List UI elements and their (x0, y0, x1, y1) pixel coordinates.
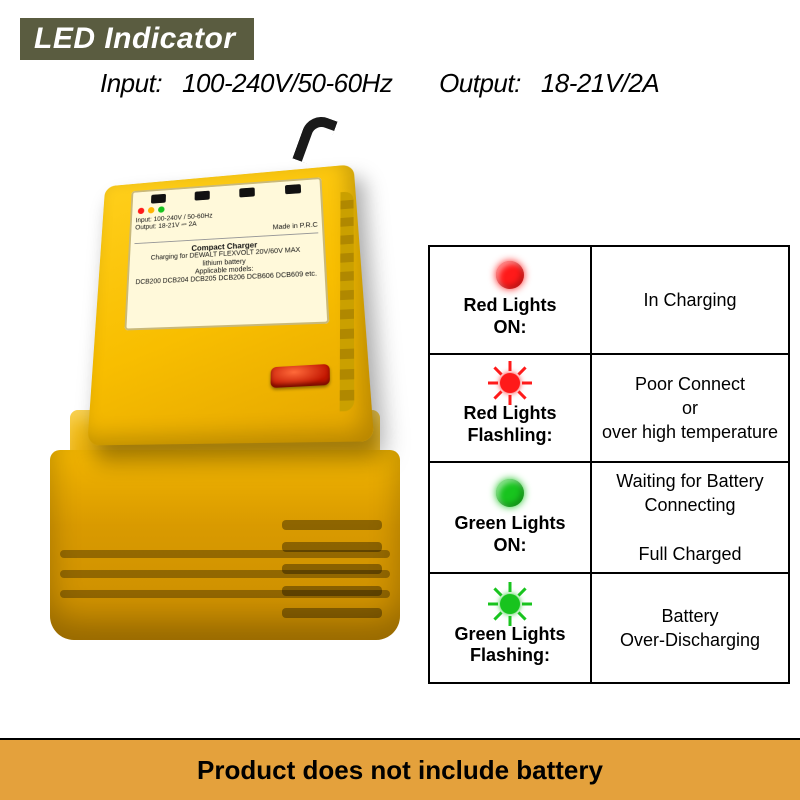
product-illustration: Input: 100-240V / 50-60Hz Output: 18-21V… (10, 130, 440, 690)
status-row: Red LightsFlashling: Poor Connectorover h… (430, 355, 788, 463)
status-indicator-cell: Red LightsON: (430, 247, 592, 353)
status-label: Green LightsFlashing: (454, 624, 565, 667)
status-row: Green LightsON: Waiting for Battery Conne… (430, 463, 788, 574)
status-indicator-cell: Green LightsON: (430, 463, 592, 572)
status-label: Red LightsFlashling: (464, 403, 557, 446)
header: LED Indicator (0, 0, 800, 60)
status-meaning: BatteryOver-Discharging (592, 574, 788, 682)
led-solid-icon (496, 479, 524, 507)
led-flashing-icon (496, 590, 524, 618)
spec-line: Input:100-240V/50-60Hz Output:18-21V/2A (100, 68, 800, 99)
led-status-table: Red LightsON:In ChargingRed LightsFlashl… (428, 245, 790, 684)
status-meaning: Poor Connectorover high temperature (592, 355, 788, 461)
title-badge: LED Indicator (20, 18, 254, 60)
status-indicator-cell: Green LightsFlashing: (430, 574, 592, 682)
output-spec: Output:18-21V/2A (439, 68, 679, 98)
status-label: Green LightsON: (454, 513, 565, 556)
status-label: Red LightsON: (464, 295, 557, 338)
led-solid-icon (496, 261, 524, 289)
status-row: Green LightsFlashing: BatteryOver-Dischar… (430, 574, 788, 682)
charger-label-sticker: Input: 100-240V / 50-60Hz Output: 18-21V… (124, 177, 329, 330)
footer-notice: Product does not include battery (0, 738, 800, 800)
input-spec: Input:100-240V/50-60Hz (100, 68, 412, 98)
led-flashing-icon (496, 369, 524, 397)
charger-unit: Input: 100-240V / 50-60Hz Output: 18-21V… (90, 130, 360, 440)
indicator-window (271, 364, 330, 388)
status-indicator-cell: Red LightsFlashling: (430, 355, 592, 461)
status-row: Red LightsON: In Charging (430, 247, 788, 355)
status-meaning: In Charging (592, 247, 788, 353)
power-cable (292, 111, 337, 168)
status-meaning: Waiting for Battery ConnectingFull Charg… (592, 463, 788, 572)
